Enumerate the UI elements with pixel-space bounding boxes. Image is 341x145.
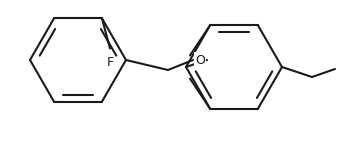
Text: F: F (106, 56, 114, 69)
Text: O: O (195, 54, 205, 67)
